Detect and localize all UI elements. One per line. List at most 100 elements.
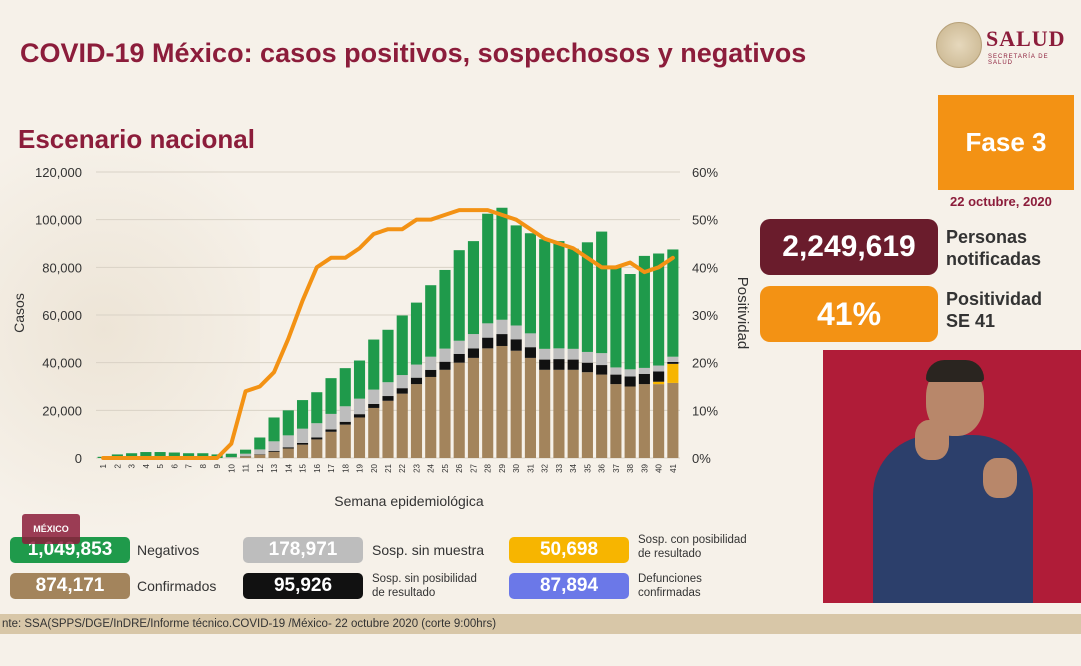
bar-sosp_sin_muestra (282, 435, 294, 448)
bar-negativos (638, 255, 650, 368)
bar-sosp_sin_muestra (610, 367, 622, 375)
bar-confirmados (325, 431, 337, 458)
y-tick-label: 80,000 (42, 260, 82, 275)
y2-tick-label: 30% (692, 308, 718, 323)
bar-confirmados (296, 444, 309, 458)
legend-sosp-sin-muestra-label: Sosp. sin muestra (372, 542, 485, 558)
bar-sosp_sin_muestra (254, 449, 266, 455)
bar-confirmados (624, 386, 636, 458)
x-tick-label: 26 (455, 463, 464, 472)
source-footer: nte: SSA(SPPS/DGE/InDRE/Informe técnico.… (0, 614, 1081, 634)
report-date: 22 octubre, 2020 (950, 194, 1052, 209)
bar-negativos (653, 253, 665, 366)
bar-sosp_sin_muestra (325, 413, 337, 430)
legend-confirmados-value: 874,171 (10, 573, 130, 599)
chart-axes: 0 20,000 40,000 60,000 80,000 100,000 120,000 0… (35, 165, 718, 473)
bar-sosp_sin_muestra (368, 389, 380, 404)
bar-negativos (311, 392, 323, 424)
y-tick-label: 60,000 (42, 308, 82, 323)
bar-sosp_sin_posibilidad (610, 374, 622, 385)
chart-subtitle: Escenario nacional (18, 124, 255, 154)
bar-negativos (339, 368, 351, 407)
x-tick-label: 36 (598, 463, 607, 472)
bar-sosp_sin_muestra (510, 325, 522, 340)
bar-sosp_sin_posibilidad (353, 414, 366, 418)
bar-sosp_sin_muestra (410, 364, 423, 378)
fase-badge: Fase 3 (938, 95, 1074, 190)
bar-negativos (510, 225, 522, 326)
x-tick-label: 22 (398, 463, 407, 472)
positividad-line-path (101, 208, 675, 460)
bar-sosp_sin_muestra (240, 453, 252, 457)
legend-sosp-sin-posibilidad-label: Sosp. sin posibilidad de resultado (372, 572, 477, 600)
x-tick-label: 30 (512, 463, 521, 472)
bar-sosp_sin_posibilidad (624, 376, 636, 387)
bar-negativos (439, 269, 451, 349)
x-tick-label: 35 (583, 463, 592, 472)
bar-sosp_sin_muestra (653, 365, 665, 372)
bar-sosp_sin_posibilidad (667, 361, 679, 364)
bar-sosp_sin_posibilidad (410, 377, 423, 385)
bar-negativos (168, 452, 180, 458)
bar-negativos (624, 274, 636, 370)
notificadas-label-line1: Personas (946, 227, 1028, 247)
legend-sosp-sin-posibilidad-value: 95,926 (243, 573, 363, 599)
bar-confirmados (311, 439, 323, 458)
bar-sosp_sin_muestra (453, 340, 465, 354)
bar-confirmados (282, 448, 294, 458)
y-tick-label: 0 (75, 451, 82, 466)
x-tick-label: 16 (313, 463, 322, 472)
bar-sosp_sin_muestra (667, 356, 679, 362)
bar-negativos (240, 449, 252, 454)
x-tick-label: 4 (142, 463, 151, 468)
bar-negativos (524, 233, 536, 334)
personas-notificadas-label: Personas notificadas (946, 226, 1041, 270)
bar-negativos (567, 248, 579, 349)
bar-sosp_sin_posibilidad (368, 403, 380, 408)
bar-sosp_sin_posibilidad (425, 369, 437, 377)
bar-sosp_sin_muestra (624, 369, 636, 377)
bar-negativos (197, 453, 209, 458)
bar-negativos (610, 267, 622, 368)
x-tick-label: 24 (427, 463, 436, 472)
legend-sosp-con-posibilidad-line2: de resultado (638, 548, 702, 560)
x-tick-label: 19 (356, 463, 365, 472)
bar-confirmados (524, 357, 536, 458)
bar-sosp_sin_posibilidad (268, 450, 280, 452)
bar-confirmados (353, 417, 366, 458)
bar-confirmados (368, 407, 380, 458)
bar-sosp_sin_muestra (467, 334, 480, 349)
bar-confirmados (410, 384, 423, 458)
chart-bars (97, 207, 679, 458)
x-tick-label: 7 (185, 463, 194, 468)
mexico-badge: MÉXICO (22, 514, 80, 544)
legend-sosp-sin-posibilidad-line1: Sosp. sin posibilidad (372, 573, 477, 585)
x-tick-label: 32 (541, 463, 550, 472)
bar-negativos (353, 360, 366, 399)
x-tick-label: 11 (242, 463, 251, 472)
legend-sosp-con-posibilidad-value: 50,698 (509, 537, 629, 563)
x-tick-label: 33 (555, 463, 564, 472)
x-tick-label: 27 (469, 463, 478, 472)
x-tick-label: 9 (213, 463, 222, 468)
sign-language-interpreter-video (823, 350, 1081, 603)
x-tick-label: 1 (99, 463, 108, 468)
bar-negativos (396, 315, 408, 376)
bar-confirmados (268, 451, 280, 458)
bar-negativos (596, 231, 608, 354)
cases-chart: 0 20,000 40,000 60,000 80,000 100,000 120,000 0… (11, 165, 751, 509)
bar-sosp_sin_posibilidad (553, 359, 565, 370)
bar-sosp_sin_muestra (553, 348, 565, 360)
x-axis-label: Semana epidemiológica (334, 493, 484, 509)
page-title: COVID-19 México: casos positivos, sospec… (20, 38, 807, 68)
x-tick-label: 3 (128, 463, 137, 468)
bar-sosp_sin_posibilidad (339, 421, 351, 425)
bar-confirmados (254, 454, 266, 458)
bar-confirmados (667, 382, 679, 458)
positividad-value: 41% (760, 286, 938, 342)
bar-confirmados (382, 400, 394, 458)
bar-confirmados (496, 345, 508, 458)
bar-sosp_sin_muestra (567, 348, 579, 360)
bar-sosp_sin_muestra (524, 333, 536, 348)
legend-negativos-label: Negativos (137, 542, 200, 558)
